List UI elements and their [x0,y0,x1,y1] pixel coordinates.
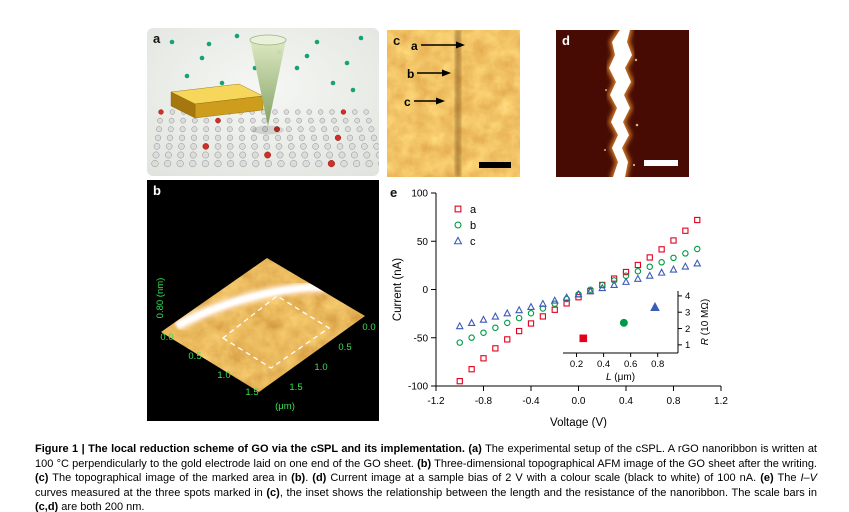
arrow-c-head [436,97,445,105]
svg-text:0: 0 [422,285,428,296]
svg-text:2: 2 [685,324,690,335]
b-y-tick-1: 0.5 [338,342,351,353]
cone-shadow [252,125,284,135]
svg-text:0.6: 0.6 [624,359,637,370]
marked-area-outline [221,295,331,369]
chart-legend: abc [453,204,477,248]
setup-illustration [147,28,379,176]
nanoribbon-trace [455,30,461,177]
b-x-tick-3: 1.5 [245,387,258,398]
svg-text:-100: -100 [408,382,428,393]
svg-text:0.0: 0.0 [572,396,586,407]
afm-tip-cone [249,34,287,126]
panel-c-label: c [393,33,401,48]
panel-b-3d-afm: b [147,180,379,421]
go-lattice [151,109,379,168]
panel-a-label: a [153,31,161,46]
svg-text:-0.8: -0.8 [475,396,493,407]
gas-molecules [169,33,364,99]
svg-text:0.4: 0.4 [597,359,610,370]
svg-text:c: c [470,236,476,248]
current-speckles [604,58,639,167]
topography-image: a b c [387,30,520,177]
series-c [455,258,702,330]
b-z-axis-label: 0.80 (nm) [155,278,166,319]
svg-text:1.2: 1.2 [714,396,728,407]
svg-text:-1.2: -1.2 [427,396,445,407]
svg-text:R (10 MΩ): R (10 MΩ) [700,299,711,345]
svg-text:b: b [470,220,476,232]
chart-axes: -1.2 -0.8 -0.4 0.0 0.4 0.8 1.2 100 50 0 -50 -100 Vol… [392,189,728,429]
b-y-tick-3: 1.5 [289,382,302,393]
svg-text:L (μm): L (μm) [606,372,635,383]
afm-3d-image: 0.80 (nm) 0.0 0.5 1.0 1.5 (μm) 0.0 0.5 1… [147,180,379,421]
nanoribbon [609,30,632,177]
panel-d-label: d [562,33,570,48]
panel-b-label: b [153,183,161,198]
svg-text:4: 4 [685,291,690,302]
current-image [556,30,689,177]
b-y-tick-0: 0.0 [362,322,375,333]
spot-marker-b: b [407,67,451,81]
arrow-a-head [456,41,465,49]
panel-d-current-image: d [556,30,689,177]
svg-text:50: 50 [417,237,429,248]
svg-text:3: 3 [685,308,690,319]
spot-marker-a: a [411,39,465,53]
svg-text:1: 1 [685,340,690,351]
spot-label-a: a [411,39,418,53]
scale-bar-d [644,160,678,166]
b-x-tick-2: 1.0 [217,370,230,381]
panel-e-label: e [390,185,398,200]
iv-chart: -1.2 -0.8 -0.4 0.0 0.4 0.8 1.2 100 50 0 -50 -100 Vol… [392,189,728,429]
b-y-tick-2: 1.0 [314,362,327,373]
b-x-tick-1: 0.5 [188,351,201,362]
svg-text:-50: -50 [414,333,429,344]
spot-marker-c: c [404,95,445,109]
figure-caption: Figure 1 | The local reduction scheme of… [35,443,818,512]
panel-a-setup-illustration: a [147,28,379,176]
series-a [456,216,701,385]
arrow-b-head [442,69,451,77]
scale-bar-c [479,162,511,168]
svg-text:-0.4: -0.4 [522,396,540,407]
series-b [456,245,701,346]
svg-text:Current (nA): Current (nA) [392,258,404,321]
svg-text:0.8: 0.8 [651,359,664,370]
svg-text:Voltage (V): Voltage (V) [550,417,607,428]
svg-text:100: 100 [411,189,428,200]
svg-text:0.8: 0.8 [667,396,681,407]
spot-label-c: c [404,95,411,109]
svg-text:a: a [470,204,477,216]
panel-c-topography: c a [387,30,520,177]
b-x-tick-0: 0.0 [160,332,173,343]
b-x-axis-unit: (μm) [275,401,295,412]
spot-label-b: b [407,67,414,81]
svg-text:0.4: 0.4 [619,396,633,407]
svg-text:0.2: 0.2 [570,359,583,370]
chart-inset: 0.2 0.4 0.6 0.8 1 2 3 4 L (μm) R (10 MΩ) [563,291,711,383]
panel-e-iv-chart: e -1.2 -0.8 -0.4 0.0 0.4 0.8 1.2 100 50 0 -50 -100 V… [388,183,733,429]
gold-electrode [170,83,264,119]
